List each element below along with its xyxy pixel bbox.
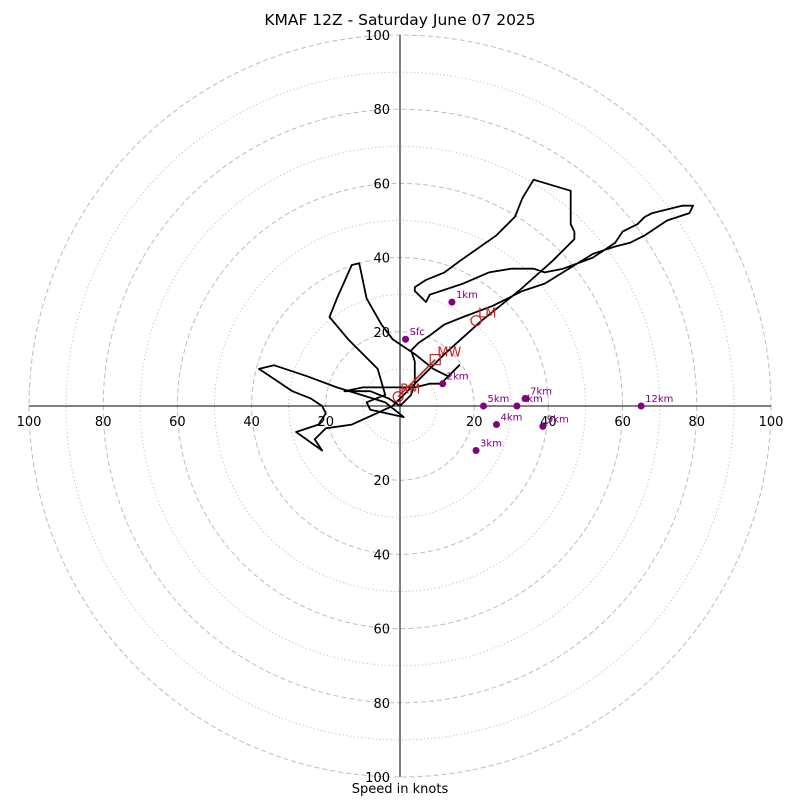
tick-label: 40 [373, 252, 390, 267]
tick-label: 60 [373, 177, 390, 192]
mean-wind-vector [397, 359, 436, 398]
storm-motion-markers: LM MW RM [392, 307, 497, 403]
height-marker-dot [513, 402, 521, 410]
height-marker-label: 5km [487, 394, 509, 405]
height-marker-label: 1km [456, 290, 478, 301]
tick-label: 80 [373, 103, 390, 118]
height-marker-label: 4km [500, 413, 522, 424]
tick-label: 80 [95, 415, 112, 430]
height-marker-label: 3km [480, 439, 502, 450]
height-marker-dot [522, 395, 530, 403]
tick-label: 20 [466, 415, 483, 430]
tick-label: 100 [17, 415, 42, 430]
hodograph-trace [258, 178, 694, 452]
height-marker-label: 7km [530, 387, 552, 398]
height-marker-dot [402, 335, 410, 343]
tick-label: 20 [373, 474, 390, 489]
tick-label: 60 [373, 623, 390, 638]
height-marker-dot [637, 402, 645, 410]
tick-label: 100 [759, 415, 784, 430]
height-marker-label: 12km [645, 394, 673, 405]
height-marker-dot [439, 380, 447, 388]
tick-label: 40 [243, 415, 260, 430]
storm-motion-marker [392, 391, 404, 403]
tick-label: 40 [373, 548, 390, 563]
storm-motion-label: LM [478, 307, 496, 322]
tick-label: 60 [169, 415, 186, 430]
height-marker-dot [492, 421, 500, 429]
height-marker-label: 2km [447, 372, 469, 383]
height-marker-label: 6km [521, 394, 543, 405]
height-marker-dot [479, 402, 487, 410]
height-marker-dot [539, 422, 547, 430]
storm-motion-label: MW [437, 346, 461, 361]
height-marker-dot [472, 447, 480, 455]
height-marker-dot [448, 298, 456, 306]
chart-title: KMAF 12Z - Saturday June 07 2025 [264, 11, 536, 29]
height-marker-label: 9km [547, 414, 569, 425]
tick-label: 60 [614, 415, 631, 430]
storm-motion-label: RM [400, 383, 420, 398]
tick-label: 80 [373, 697, 390, 712]
tick-labels: 2020202040404040606060608080808010010010… [17, 29, 784, 786]
storm-motion-marker [470, 315, 482, 327]
height-marker-label: Sfc [410, 327, 425, 338]
tick-label: 80 [689, 415, 706, 430]
x-axis-label: Speed in knots [351, 782, 449, 797]
tick-label: 100 [365, 29, 390, 44]
storm-motion-marker [429, 354, 441, 366]
hodograph-line [258, 178, 694, 452]
tick-label: 100 [365, 771, 390, 786]
